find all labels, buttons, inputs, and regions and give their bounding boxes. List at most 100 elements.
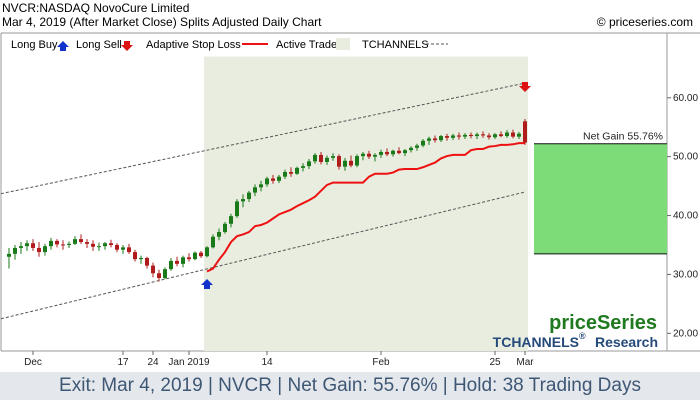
watermark-brand: priceSeries bbox=[549, 312, 657, 334]
candle-body bbox=[43, 246, 47, 253]
legend-long-sell-icon bbox=[121, 41, 133, 51]
candle-body bbox=[355, 156, 359, 166]
candle-body bbox=[187, 257, 191, 260]
candle-body bbox=[337, 156, 341, 167]
candle-body bbox=[211, 236, 215, 248]
candle-body bbox=[499, 134, 503, 137]
candle-body bbox=[247, 192, 251, 200]
candle-body bbox=[271, 178, 275, 181]
candle-body bbox=[367, 153, 371, 157]
legend-stop-loss: Adaptive Stop Loss bbox=[146, 39, 241, 51]
candle-body bbox=[265, 178, 269, 185]
y-tick-label: 20.00 bbox=[673, 328, 698, 339]
x-tick-label: 14 bbox=[261, 357, 273, 368]
y-tick-label: 30.00 bbox=[673, 269, 698, 280]
copyright-text: © priceseries.com bbox=[596, 15, 693, 29]
candle-body bbox=[217, 232, 221, 237]
candle-body bbox=[157, 273, 161, 278]
candle-body bbox=[313, 154, 317, 162]
net-gain-box bbox=[534, 143, 667, 254]
candle-body bbox=[325, 157, 329, 162]
candle-body bbox=[169, 260, 173, 270]
y-tick-label: 40.00 bbox=[673, 211, 698, 222]
legend-long-sell: Long Sell bbox=[76, 39, 122, 51]
candle-body bbox=[361, 153, 365, 157]
candle-body bbox=[481, 134, 485, 136]
candle-body bbox=[7, 253, 11, 257]
candle-body bbox=[205, 247, 209, 257]
candle-body bbox=[241, 199, 245, 202]
candle-body bbox=[151, 265, 155, 274]
x-tick-label: Mar bbox=[516, 357, 534, 368]
legend-tchannels: TCHANNELS bbox=[362, 39, 429, 51]
candle-body bbox=[457, 135, 461, 137]
trade-summary-footer: Exit: Mar 4, 2019 | NVCR | Net Gain: 55.… bbox=[0, 372, 700, 400]
candle-body bbox=[199, 252, 203, 257]
candle-body bbox=[25, 243, 29, 247]
candle-body bbox=[451, 135, 455, 138]
candle-body bbox=[343, 160, 347, 167]
candle-body bbox=[49, 240, 53, 247]
candle-body bbox=[421, 140, 425, 146]
candle-body bbox=[91, 243, 95, 247]
candle-body bbox=[55, 240, 59, 245]
watermark-channels: TCHANNELS bbox=[493, 334, 579, 350]
candle-body bbox=[139, 257, 143, 260]
candle-body bbox=[145, 257, 149, 266]
candle-body bbox=[511, 132, 515, 137]
candle-body bbox=[349, 160, 353, 166]
candle-body bbox=[301, 166, 305, 168]
candle-body bbox=[85, 242, 89, 244]
candle-body bbox=[163, 269, 167, 278]
x-tick-label: Jan 2019 bbox=[168, 357, 210, 368]
legend-long-buy: Long Buy bbox=[11, 39, 58, 51]
legend-active-trade-swatch bbox=[336, 38, 350, 50]
candle-body bbox=[319, 154, 323, 162]
watermark-research: Research bbox=[595, 334, 658, 350]
candle-body bbox=[67, 243, 71, 245]
candle-body bbox=[505, 132, 509, 137]
candle-body bbox=[391, 150, 395, 155]
candle-body bbox=[397, 150, 401, 154]
candle-body bbox=[517, 133, 521, 137]
candle-body bbox=[259, 184, 263, 188]
candle-body bbox=[295, 167, 299, 174]
candle-body bbox=[115, 245, 119, 250]
x-tick-label: 17 bbox=[117, 357, 129, 368]
candle-body bbox=[235, 201, 239, 217]
channel-upper-line bbox=[0, 82, 526, 195]
candle-body bbox=[19, 246, 23, 248]
candle-body bbox=[127, 247, 131, 253]
candle-body bbox=[79, 239, 83, 243]
candle-body bbox=[193, 252, 197, 260]
candle-body bbox=[175, 260, 179, 264]
candle-body bbox=[121, 247, 125, 250]
candle-body bbox=[229, 216, 233, 224]
candle-body bbox=[445, 136, 449, 138]
candle-body bbox=[469, 134, 473, 137]
candle-body bbox=[487, 135, 491, 138]
candle-body bbox=[433, 138, 437, 141]
candle-body bbox=[463, 134, 467, 137]
legend-long-buy-icon bbox=[57, 41, 69, 51]
registered-mark: ® bbox=[579, 331, 586, 341]
candle-body bbox=[223, 223, 227, 233]
candle-body bbox=[103, 243, 107, 247]
candle-body bbox=[133, 252, 137, 260]
candle-body bbox=[427, 138, 431, 141]
candle-body bbox=[523, 121, 527, 143]
candle-body bbox=[289, 171, 293, 174]
candle-body bbox=[475, 134, 479, 137]
net-gain-label: Net Gain 55.76% bbox=[583, 131, 663, 143]
candle-body bbox=[373, 154, 377, 157]
long-buy-marker bbox=[201, 279, 213, 290]
candle-body bbox=[181, 257, 185, 264]
candle-body bbox=[307, 161, 311, 167]
legend-active-trade: Active Trade bbox=[276, 39, 337, 51]
candle-body bbox=[73, 239, 77, 244]
candle-body bbox=[283, 171, 287, 177]
candle-body bbox=[61, 244, 65, 246]
y-tick-label: 50.00 bbox=[673, 152, 698, 163]
candle-body bbox=[415, 145, 419, 148]
y-tick-label: 60.00 bbox=[673, 93, 698, 104]
